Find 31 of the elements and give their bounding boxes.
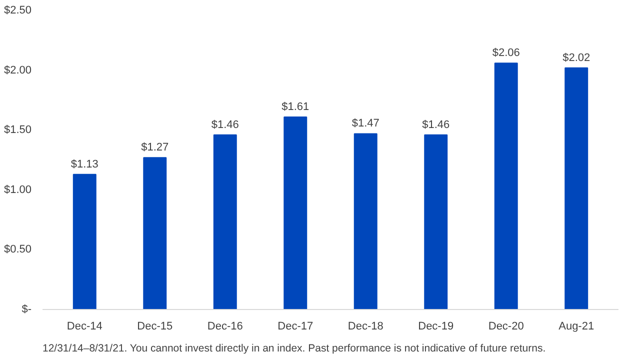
data-label: $2.06 [492,47,520,60]
y-tick-label: $2.00 [4,64,32,76]
bar [213,134,237,310]
data-label: $1.27 [141,142,169,154]
x-tick-label: Dec-16 [207,320,243,332]
data-label: $1.61 [282,100,310,113]
bar [72,174,96,310]
data-label: $1.47 [352,118,380,130]
y-tick-label: $- [22,304,32,316]
x-tick-label: Dec-19 [418,320,454,332]
x-tick-label: Dec-20 [488,320,524,332]
y-tick-label: $1.50 [4,124,32,136]
bar [494,62,518,310]
data-label: $1.13 [70,158,98,170]
x-tick-label: Dec-18 [348,320,384,332]
text: 12/31/14–8/31/21. You cannot invest directly in an index. Past performance is not indicative of future returns. [42,342,546,354]
bar [354,133,378,310]
x-tick-label: Dec-14 [66,320,102,332]
bar [564,67,588,310]
y-tick-label: $1.00 [4,184,32,196]
y-tick-label: $2.50 [4,4,32,16]
x-tick-label: Dec-17 [278,320,314,332]
data-label: $1.46 [211,118,239,131]
data-label: $1.46 [422,118,450,131]
bar [424,134,448,310]
y-tick-label: $0.50 [4,244,32,256]
data-label: $2.02 [562,52,590,64]
bar [284,116,308,310]
x-tick-label: Aug-21 [558,320,594,332]
x-tick-label: Dec-15 [137,320,173,332]
bar [143,157,167,310]
